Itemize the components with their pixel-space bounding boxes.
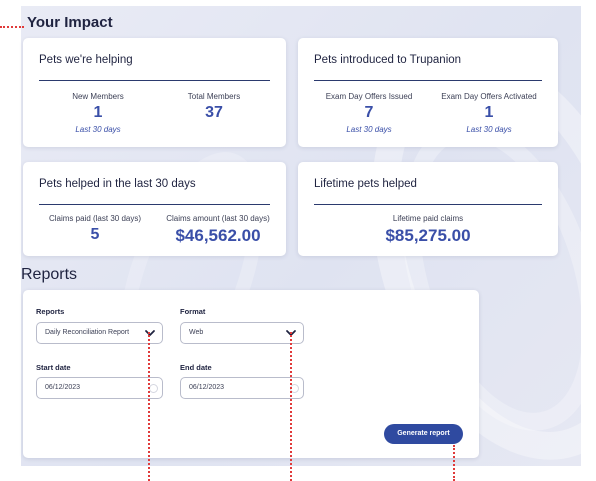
card-divider [314,204,542,205]
card-title: Pets helped in the last 30 days [39,178,196,190]
start-date-value: 06/12/2023 [45,384,81,391]
annotation-dotted-line [148,332,150,481]
stat-label: Exam Day Offers Issued [325,92,413,101]
annotation-dotted-line [453,445,455,481]
stat-value: $46,562.00 [175,226,261,245]
claims-amount-stat: Claims amount (last 30 days) $46,562.00 [157,214,279,246]
start-date-label: Start date [36,363,71,372]
stat-period: Last 30 days [75,125,121,134]
annotation-dotted-line [290,332,292,481]
report-select-label: Reports [36,307,65,316]
stat-value: 7 [364,104,374,121]
stat-label: Exam Day Offers Activated [441,92,537,101]
end-date-label: End date [180,363,212,372]
start-date-input[interactable]: 06/12/2023 [36,377,163,399]
report-select-value: Daily Reconciliation Report [45,329,130,336]
stat-period: Last 30 days [466,125,512,134]
stat-value: 37 [205,104,223,121]
card-title: Pets we're helping [39,54,133,66]
lifetime-claims-stat: Lifetime paid claims $85,275.00 [358,214,498,246]
calendar-icon[interactable] [149,384,158,393]
lifetime-card: Lifetime pets helped Lifetime paid claim… [298,162,558,256]
stat-label: Lifetime paid claims [392,214,464,223]
format-select-label: Format [180,307,206,316]
stat-label: Claims amount (last 30 days) [166,214,270,223]
card-divider [39,80,270,81]
offers-activated-stat: Exam Day Offers Activated 1 Last 30 days [430,92,548,134]
offers-issued-stat: Exam Day Offers Issued 7 Last 30 days [314,92,424,134]
card-divider [39,204,270,205]
reports-section-title: Reports [21,266,78,283]
chevron-down-icon [145,330,155,336]
format-select[interactable]: Web [180,322,304,344]
pets-introduced-card: Pets introduced to Trupanion Exam Day Of… [298,38,558,147]
end-date-input[interactable]: 06/12/2023 [180,377,304,399]
stat-value: 1 [93,104,103,121]
pets-helping-card: Pets we're helping New Members 1 Last 30… [23,38,286,147]
card-divider [314,80,542,81]
stat-label: New Members [72,92,124,101]
card-title: Pets introduced to Trupanion [314,54,462,66]
total-members-stat: Total Members 37 [169,92,259,122]
format-select-value: Web [189,329,204,336]
new-members-stat: New Members 1 Last 30 days [53,92,143,134]
stat-label: Total Members [187,92,241,101]
impact-section-title: Your Impact [27,14,113,31]
claims-paid-stat: Claims paid (last 30 days) 5 [45,214,145,244]
card-title: Lifetime pets helped [314,178,417,190]
pets-helped-30-card: Pets helped in the last 30 days Claims p… [23,162,286,256]
stat-period: Last 30 days [346,125,392,134]
reports-card: Reports Daily Reconciliation Report Form… [23,290,479,458]
generate-report-button[interactable]: Generate report [384,424,463,444]
report-select[interactable]: Daily Reconciliation Report [36,322,163,344]
stat-value: $85,275.00 [385,226,471,245]
stat-value: 1 [484,104,494,121]
stat-label: Claims paid (last 30 days) [48,214,142,223]
end-date-value: 06/12/2023 [189,384,225,391]
stat-value: 5 [90,226,100,243]
annotation-dotted-line [0,26,24,28]
